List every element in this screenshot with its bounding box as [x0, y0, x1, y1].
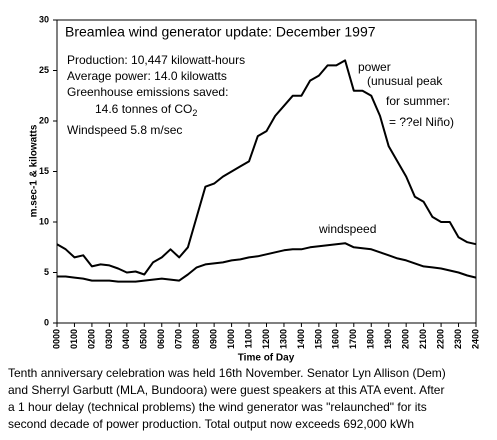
x-tick-label: 0000 — [51, 329, 61, 349]
y-tick-label: 5 — [44, 267, 49, 277]
x-tick-label: 2200 — [435, 329, 445, 349]
stat-line: Average power: 14.0 kilowatts — [67, 69, 227, 83]
annotation: for summer: — [386, 94, 450, 108]
x-tick-label: 2300 — [453, 329, 463, 349]
x-tick-label: 0800 — [191, 329, 201, 349]
x-tick-label: 2100 — [418, 329, 428, 349]
x-tick-label: 0100 — [69, 329, 79, 349]
caption-line: Tenth anniversary celebration was held 1… — [8, 366, 446, 380]
co2-text: 14.6 tonnes of CO — [95, 102, 192, 116]
x-tick-label: 0300 — [104, 329, 114, 349]
x-tick-label: 1400 — [296, 329, 306, 349]
series-label: power — [358, 60, 391, 74]
x-tick-label: 1100 — [243, 329, 253, 349]
caption-line: second decade of power production. Total… — [8, 417, 414, 431]
annotation: (unusual peak — [367, 74, 443, 88]
chart-title: Breamlea wind generator update: December… — [65, 24, 376, 40]
stat-line: Production: 10,447 kilowatt-hours — [67, 53, 245, 67]
x-tick-label: 1200 — [261, 329, 271, 349]
x-tick-label: 1000 — [226, 329, 236, 349]
x-tick-label: 0400 — [121, 329, 131, 349]
x-tick-label: 1300 — [278, 329, 288, 349]
co2-subscript: 2 — [192, 108, 197, 118]
caption-line: a 1 hour delay (technical problems) the … — [8, 400, 427, 414]
stat-line: Greenhouse emissions saved: — [67, 85, 228, 99]
y-tick-label: 10 — [39, 216, 49, 226]
x-tick-label: 1600 — [331, 329, 341, 349]
series-line — [56, 59, 477, 276]
stat-line: 14.6 tonnes of CO2 — [95, 102, 197, 118]
x-tick-label: 2000 — [401, 329, 411, 349]
y-tick-label: 0 — [44, 317, 49, 327]
y-tick-label: 30 — [39, 14, 49, 24]
x-tick-label: 0200 — [86, 329, 96, 349]
x-tick-label: 0700 — [174, 329, 184, 349]
x-tick-label: 0900 — [209, 329, 219, 349]
series-line — [57, 242, 477, 283]
x-tick-label: 1900 — [383, 329, 393, 349]
x-tick-label: 1500 — [313, 329, 323, 349]
y-tick-label: 20 — [39, 115, 49, 125]
y-tick-label: 15 — [39, 166, 49, 176]
x-tick-label: 1800 — [366, 329, 376, 349]
x-tick-label: 2400 — [470, 329, 480, 349]
caption-line: and Sherryl Garbutt (MLA, Bundoora) were… — [8, 383, 444, 397]
y-axis-label: m.sec-1 & kilowatts — [29, 124, 40, 217]
y-tick-label: 25 — [39, 65, 49, 75]
x-tick-label: 1700 — [348, 329, 358, 349]
x-tick-label: 0600 — [156, 329, 166, 349]
x-tick-label: 0500 — [139, 329, 149, 349]
stat-line: Windspeed 5.8 m/sec — [67, 123, 182, 137]
series-label: windspeed — [318, 222, 376, 236]
annotation: = ??el Niño) — [389, 115, 454, 129]
x-axis-label: Time of Day — [238, 353, 295, 364]
